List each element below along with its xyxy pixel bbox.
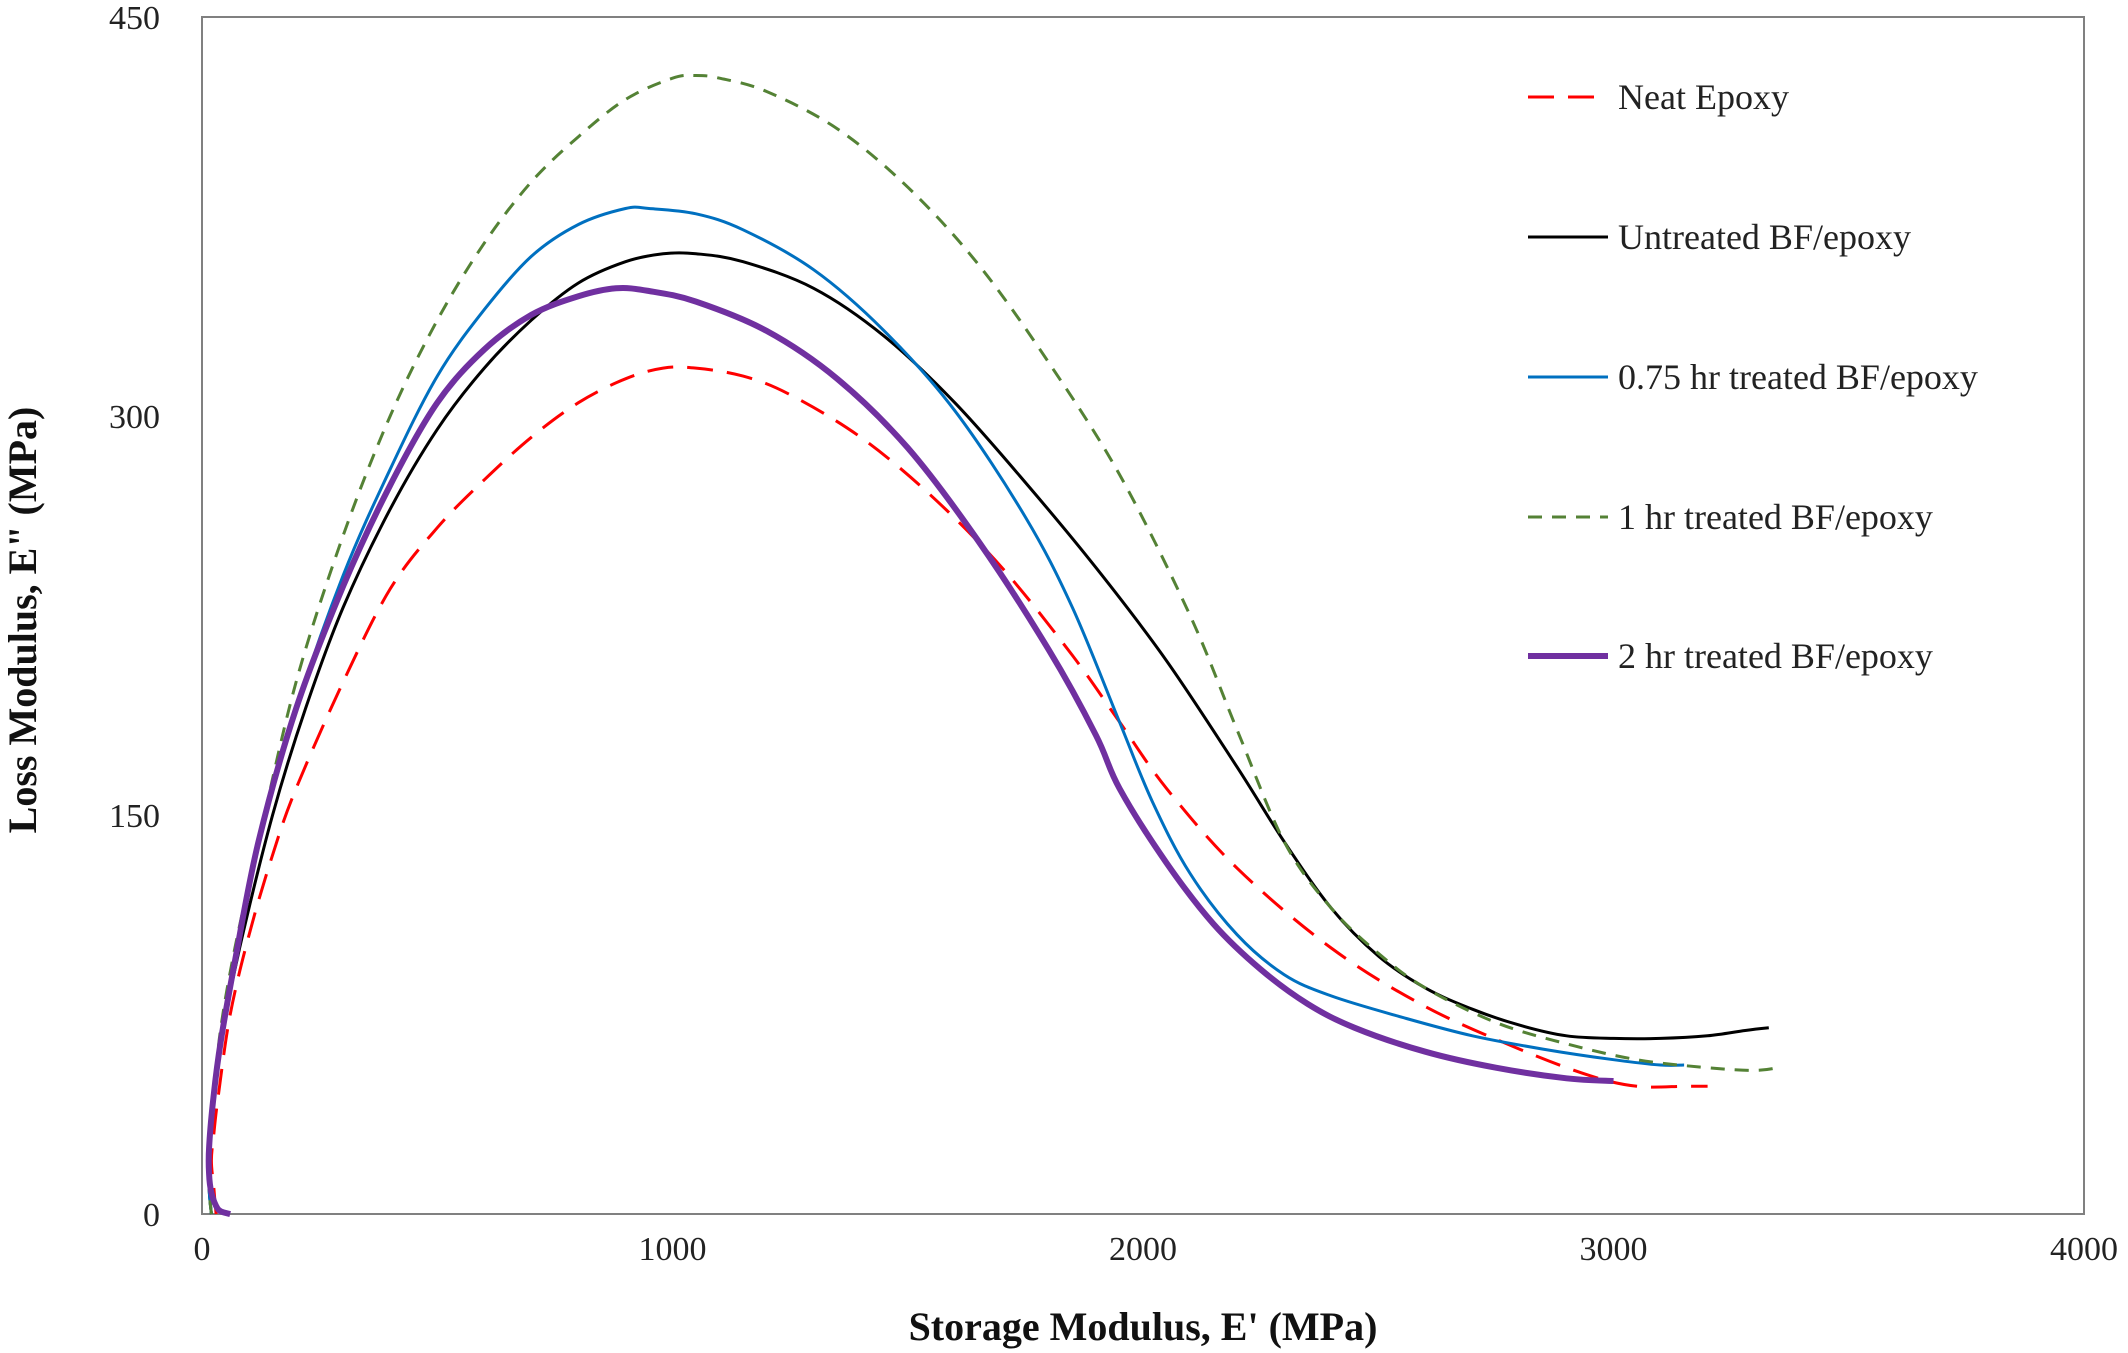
legend-item-2-hr-treated-bf-epoxy: 2 hr treated BF/epoxy xyxy=(1528,636,1933,676)
y-tick-label: 0 xyxy=(143,1197,160,1234)
x-tick-label: 1000 xyxy=(639,1231,707,1268)
legend-item-1-hr-treated-bf-epoxy: 1 hr treated BF/epoxy xyxy=(1528,497,1933,537)
legend-label: 2 hr treated BF/epoxy xyxy=(1618,636,1933,676)
x-tick-label: 2000 xyxy=(1109,1231,1177,1268)
series-line-1-hr-treated-bf-epoxy xyxy=(207,73,1779,1215)
y-tick-label: 150 xyxy=(109,798,160,835)
x-tick-label: 0 xyxy=(194,1231,211,1268)
legend-label: Neat Epoxy xyxy=(1618,77,1789,117)
legend: Neat Epoxy Untreated BF/epoxy 0.75 hr trea… xyxy=(1528,77,1978,676)
x-tick-label: 3000 xyxy=(1580,1231,1648,1268)
y-axis-title: Loss Modulus, E" (MPa) xyxy=(0,407,45,834)
legend-item-untreated-bf-epoxy: Untreated BF/epoxy xyxy=(1528,217,1911,257)
y-tick-label: 450 xyxy=(109,0,160,37)
tick-layer: 0 1000 2000 3000 4000 0 150 300 450 xyxy=(109,0,2118,1268)
legend-item-neat-epoxy: Neat Epoxy xyxy=(1528,77,1789,117)
x-tick-label: 4000 xyxy=(2050,1231,2118,1268)
series-line-2-hr-treated-bf-epoxy xyxy=(205,285,1614,1217)
series-layer xyxy=(205,73,1779,1217)
legend-label: 0.75 hr treated BF/epoxy xyxy=(1618,357,1978,397)
series-line-untreated-bf-epoxy xyxy=(207,251,1769,1215)
plot-frame xyxy=(201,16,2085,1215)
series-line-neat-epoxy xyxy=(209,365,1708,1215)
y-tick-label: 300 xyxy=(109,399,160,436)
legend-label: Untreated BF/epoxy xyxy=(1618,217,1911,257)
legend-label: 1 hr treated BF/epoxy xyxy=(1618,497,1933,537)
x-axis-title: Storage Modulus, E' (MPa) xyxy=(909,1304,1378,1349)
legend-item-0-75-hr-treated-bf-epoxy: 0.75 hr treated BF/epoxy xyxy=(1528,357,1978,397)
